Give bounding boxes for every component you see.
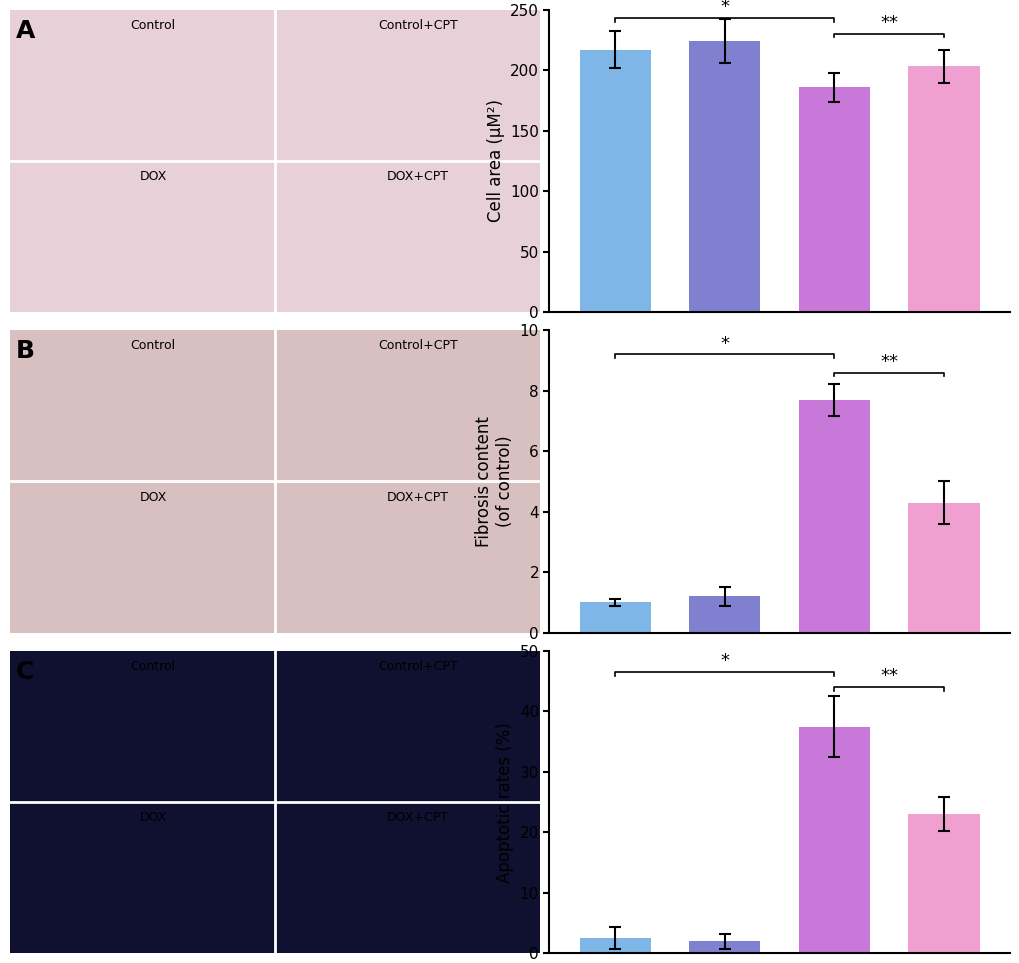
Text: DOX: DOX bbox=[140, 811, 167, 824]
Text: DOX: DOX bbox=[140, 169, 167, 183]
Bar bbox=[908, 66, 978, 312]
Bar bbox=[689, 941, 760, 953]
Bar bbox=[689, 596, 760, 633]
Y-axis label: Cell area (μM²): Cell area (μM²) bbox=[486, 99, 504, 222]
Bar bbox=[689, 41, 760, 312]
Text: DOX+CPT: DOX+CPT bbox=[386, 811, 448, 824]
Text: B: B bbox=[15, 339, 35, 363]
Bar bbox=[798, 726, 869, 953]
Bar bbox=[798, 400, 869, 633]
Bar bbox=[908, 815, 978, 953]
Text: Control+CPT: Control+CPT bbox=[378, 18, 458, 32]
Text: Control: Control bbox=[130, 660, 175, 673]
Text: DOX: DOX bbox=[140, 490, 167, 504]
Y-axis label: Apoptotic rates (%): Apoptotic rates (%) bbox=[495, 721, 514, 882]
Bar bbox=[908, 503, 978, 633]
Y-axis label: Fibrosis content
(of control): Fibrosis content (of control) bbox=[475, 416, 514, 547]
Bar bbox=[579, 49, 650, 312]
Text: *: * bbox=[719, 652, 729, 670]
Text: C: C bbox=[15, 660, 34, 684]
Text: Control: Control bbox=[130, 18, 175, 32]
Text: **: ** bbox=[879, 352, 898, 371]
Text: A: A bbox=[15, 18, 35, 42]
Text: Control+CPT: Control+CPT bbox=[378, 339, 458, 352]
Bar bbox=[579, 938, 650, 953]
Text: **: ** bbox=[879, 667, 898, 686]
Bar bbox=[579, 603, 650, 633]
Text: *: * bbox=[719, 0, 729, 16]
Text: **: ** bbox=[879, 14, 898, 32]
Text: Control+CPT: Control+CPT bbox=[378, 660, 458, 673]
Text: *: * bbox=[719, 335, 729, 352]
Text: DOX+CPT: DOX+CPT bbox=[386, 169, 448, 183]
Text: Control: Control bbox=[130, 339, 175, 352]
Bar bbox=[798, 87, 869, 312]
Text: DOX+CPT: DOX+CPT bbox=[386, 490, 448, 504]
